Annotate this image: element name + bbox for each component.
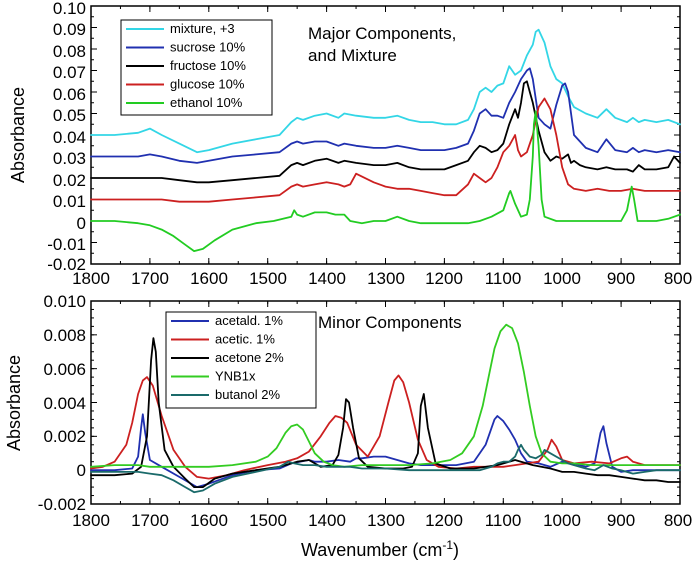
x-axis-label: Wavenumber (cm-1) xyxy=(301,538,459,560)
series-line-acetic-1 xyxy=(90,374,681,480)
y-tick-label: -0.02 xyxy=(47,255,86,274)
x-axis-label-superscript: -1 xyxy=(442,538,453,552)
y-tick-label: 0.01 xyxy=(53,192,86,211)
y-tick-label: 0.02 xyxy=(53,171,86,190)
legend-label-butanol-2: butanol 2% xyxy=(215,387,280,402)
minor-components-chart: Absorbance Minor Components acetald. 1%a… xyxy=(4,292,692,560)
y-tick-label: 0.010 xyxy=(43,292,86,311)
y-tick-label: 0.008 xyxy=(43,326,86,345)
x-tick-label: 1400 xyxy=(308,511,346,530)
x-tick-label: 1600 xyxy=(190,269,228,288)
tick-labels-bottom: 0.010 0.008 0.006 0.004 0.002 0 -0.002 1… xyxy=(38,292,692,530)
legend-box-bottom xyxy=(165,311,317,409)
y-tick-label: 0.10 xyxy=(53,0,86,18)
series-line-mixture-3 xyxy=(90,28,681,154)
y-tick-label: 0.03 xyxy=(53,149,86,168)
x-tick-label: 1700 xyxy=(131,269,169,288)
x-tick-label: 900 xyxy=(607,269,635,288)
y-tick-label: 0 xyxy=(77,214,86,233)
y-tick-label: 0.09 xyxy=(53,20,86,39)
x-tick-label: 800 xyxy=(664,511,692,530)
y-tick-label: 0.004 xyxy=(43,394,86,413)
y-axis-label-top: Absorbance xyxy=(8,87,28,183)
y-tick-label: 0.06 xyxy=(53,85,86,104)
x-tick-label: 900 xyxy=(607,511,635,530)
x-tick-label: 1300 xyxy=(367,269,405,288)
x-tick-label: 1800 xyxy=(72,511,110,530)
legend-label-sucrose-10: sucrose 10% xyxy=(170,40,246,55)
legend-bottom: acetald. 1% acetic. 1% acetone 2% YNB1x buta… xyxy=(165,311,317,409)
series-line-sucrose-10 xyxy=(90,67,681,164)
x-tick-label: 1000 xyxy=(543,269,581,288)
x-tick-label: 1000 xyxy=(543,511,581,530)
legend-label-acetone-2: acetone 2% xyxy=(215,350,284,365)
x-axis-label-main: Wavenumber (cm xyxy=(301,540,442,560)
x-tick-label: 1200 xyxy=(425,511,463,530)
series-line-fructose-10 xyxy=(90,80,681,184)
series-line-glucose-10 xyxy=(90,97,681,203)
y-tick-label: 0.006 xyxy=(43,360,86,379)
x-tick-label: 1100 xyxy=(485,511,522,530)
y-tick-label: 0.002 xyxy=(43,427,86,446)
axis-ticks-bottom xyxy=(90,300,681,505)
tick-labels-top: 0.10 0.09 0.08 0.07 0.06 0.05 0.04 0.03 … xyxy=(47,0,692,288)
y-tick-label: -0.002 xyxy=(38,495,86,514)
major-components-chart: Absorbance Major Components, and Mixture… xyxy=(8,0,692,288)
series-line-butanol-2 xyxy=(90,443,681,494)
chart-title-top: Major Components, xyxy=(308,24,456,43)
legend-label-mixture-3: mixture, +3 xyxy=(170,21,235,36)
x-tick-label: 1100 xyxy=(485,269,522,288)
x-tick-label: 1500 xyxy=(249,511,287,530)
legend-label-fructose-10: fructose 10% xyxy=(170,58,246,73)
y-tick-label: 0 xyxy=(77,461,86,480)
legend-label-acetald-1: acetald. 1% xyxy=(215,313,283,328)
x-axis-label-end: ) xyxy=(453,540,459,560)
y-axis-label-bottom: Absorbance xyxy=(4,355,24,451)
series-group-bottom xyxy=(90,323,681,494)
y-tick-label: 0.07 xyxy=(53,63,86,82)
y-tick-label: -0.01 xyxy=(47,235,86,254)
x-tick-label: 800 xyxy=(664,269,692,288)
x-tick-label: 1500 xyxy=(249,269,287,288)
series-line-acetald-1 xyxy=(90,413,681,488)
series-line-ethanol-10 xyxy=(90,110,681,252)
chart-title-top-line2: and Mixture xyxy=(308,46,397,65)
legend-label-ynb1x: YNB1x xyxy=(215,369,256,384)
y-tick-label: 0.08 xyxy=(53,42,86,61)
series-line-acetone-2 xyxy=(90,337,681,488)
y-tick-label: 0.04 xyxy=(53,128,86,147)
x-tick-label: 1800 xyxy=(72,269,110,288)
legend-box-top xyxy=(120,19,273,116)
x-tick-label: 1600 xyxy=(190,511,228,530)
legend-label-ethanol-10: ethanol 10% xyxy=(170,95,243,110)
legend-label-glucose-10: glucose 10% xyxy=(170,77,245,92)
x-tick-label: 1400 xyxy=(308,269,346,288)
y-tick-label: 0.05 xyxy=(53,106,86,125)
series-group-top xyxy=(90,28,681,252)
x-tick-label: 1700 xyxy=(131,511,169,530)
legend-label-acetic-1: acetic. 1% xyxy=(215,332,275,347)
x-tick-label: 1300 xyxy=(367,511,405,530)
x-tick-label: 1200 xyxy=(425,269,463,288)
legend-top: mixture, +3 sucrose 10% fructose 10% glucos… xyxy=(120,19,273,116)
chart-title-bottom: Minor Components xyxy=(318,313,462,332)
